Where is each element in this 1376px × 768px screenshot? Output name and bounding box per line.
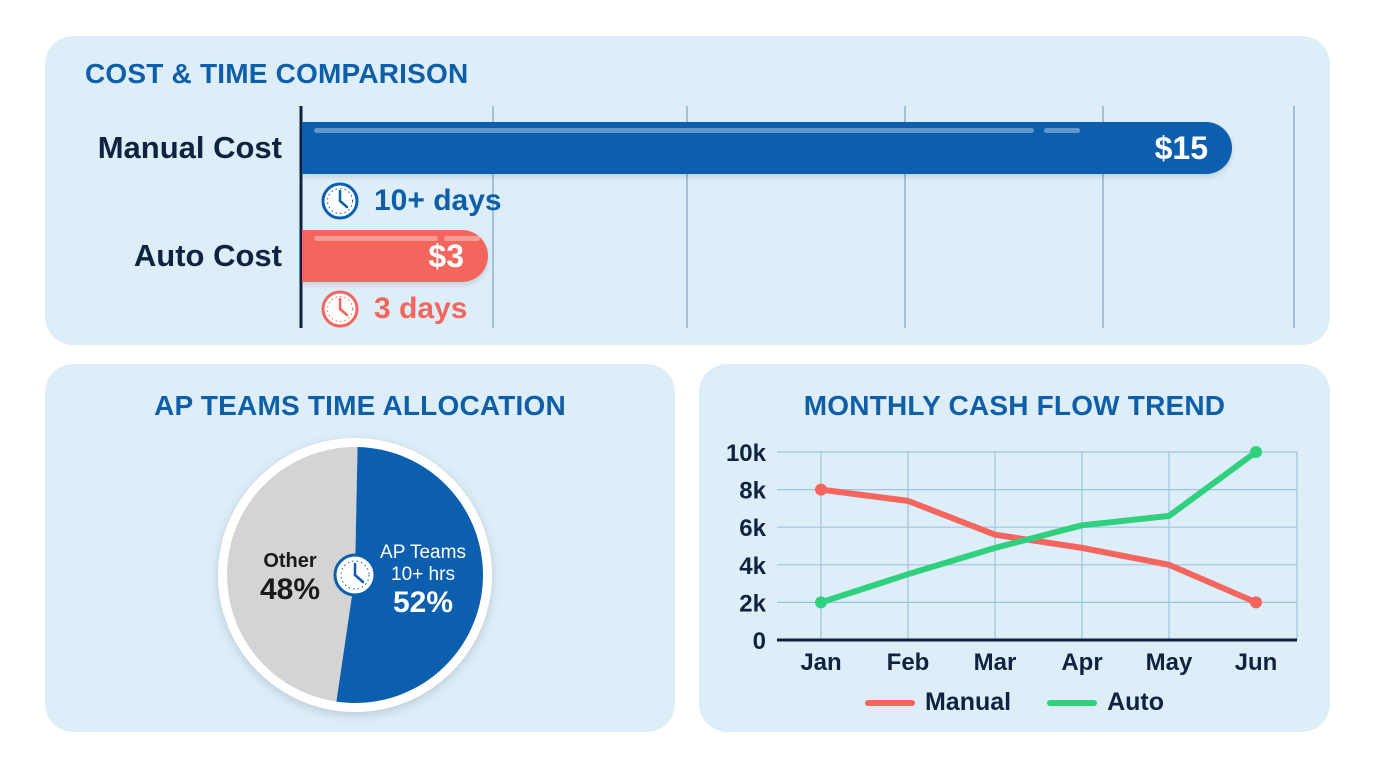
cash-flow-panel: MONTHLY CASH FLOW TREND 0 2k 4k 6k 8k 10k Jan F… [699, 364, 1330, 732]
x-tick-label: Apr [1061, 649, 1102, 676]
y-tick-label: 8k [739, 478, 766, 505]
cost-time-panel: COST & TIME COMPARISON Manual Cost $15 1… [45, 36, 1330, 345]
x-tick-label: Jun [1235, 649, 1278, 676]
ap-teams-hours: 10+ hrs [391, 563, 455, 585]
other-percent: 48% [259, 573, 321, 606]
ap-teams-percent: 52% [392, 585, 454, 619]
legend-item-manual: Manual [864, 688, 1012, 717]
chart-legend: Manual Auto [699, 688, 1330, 717]
legend-label-manual: Manual [924, 688, 1012, 716]
x-tick-label: Mar [974, 649, 1017, 676]
time-allocation-title: AP TEAMS TIME ALLOCATION [154, 390, 566, 421]
x-tick-label: Feb [887, 649, 930, 676]
clock-icon [321, 290, 359, 328]
series-line-auto [818, 449, 1259, 606]
manual-cost-label: Manual Cost [97, 130, 282, 165]
x-tick-label: May [1146, 649, 1193, 676]
legend-item-auto: Auto [1047, 688, 1164, 717]
pie-slice-other [227, 446, 358, 702]
pie-slice-ap-teams [336, 447, 484, 703]
series-line-manual [818, 486, 1259, 606]
manual-cost-value: $15 [1154, 130, 1208, 166]
auto-time-row: 3 days [320, 289, 467, 329]
y-tick-label: 2k [739, 590, 766, 617]
legend-swatch-manual [864, 699, 915, 706]
clock-icon [321, 182, 359, 220]
manual-time-text: 10+ days [374, 184, 502, 217]
y-tick-label: 10k [726, 440, 767, 467]
data-point-auto [815, 596, 827, 609]
auto-cost-label: Auto Cost [133, 238, 282, 273]
y-tick-label: 4k [739, 553, 766, 580]
line-chart: 0 2k 4k 6k 8k 10k Jan Feb Mar Apr May Jun [726, 440, 1298, 676]
cost-time-gridlines [299, 106, 1295, 328]
legend-label-auto: Auto [1107, 688, 1165, 716]
cash-flow-title: MONTHLY CASH FLOW TREND [803, 390, 1226, 421]
pie-label-other: Other 48% [240, 550, 340, 608]
time-allocation-panel: AP TEAMS TIME ALLOCATION Other 48% AP Te… [45, 364, 675, 732]
auto-cost-value: $3 [428, 238, 464, 274]
y-tick-label: 0 [753, 628, 766, 655]
manual-cost-bar: $15 [302, 122, 1232, 174]
data-point-manual [1250, 596, 1262, 609]
legend-swatch-auto [1047, 699, 1098, 706]
auto-cost-bar: $3 [302, 230, 488, 282]
pie-label-ap-teams: AP Teams 10+ hrs 52% [363, 542, 483, 620]
pie-chart [218, 438, 492, 712]
data-point-manual [815, 483, 827, 496]
clock-icon [333, 553, 377, 597]
data-point-auto [1250, 446, 1262, 458]
manual-time-row: 10+ days [320, 181, 502, 221]
ap-teams-label: AP Teams [380, 542, 466, 563]
auto-time-text: 3 days [374, 292, 468, 325]
other-label: Other [263, 550, 317, 572]
y-tick-label: 6k [739, 515, 766, 542]
cost-time-title: COST & TIME COMPARISON [85, 58, 469, 89]
x-tick-label: Jan [800, 649, 841, 676]
